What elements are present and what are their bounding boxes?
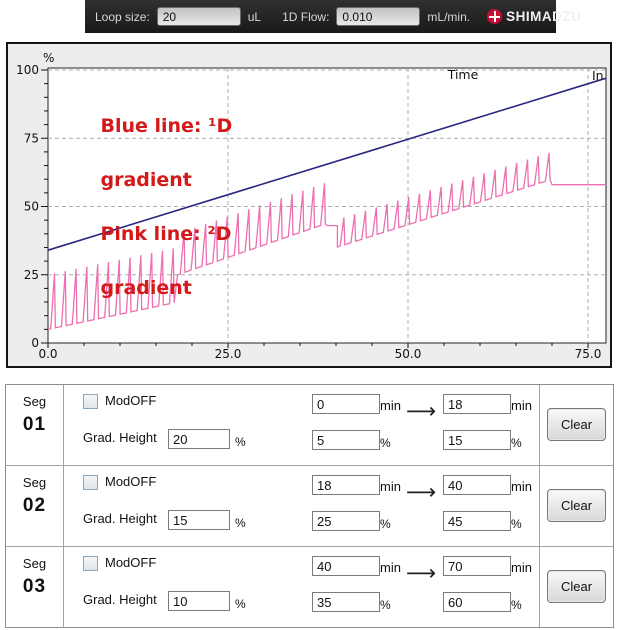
seg-number: 02 xyxy=(22,495,47,516)
annotation-line: Blue line: ¹D xyxy=(100,115,233,137)
time-start-input[interactable] xyxy=(312,556,380,576)
time-start-input[interactable] xyxy=(312,394,380,414)
percent-end-unit: % xyxy=(511,517,522,531)
grad-height-input[interactable] xyxy=(168,510,230,530)
toolbar: Loop size: uL 1D Flow: mL/min. SHIMADZU xyxy=(85,0,581,33)
seg-number: 03 xyxy=(22,576,47,597)
percent-label: % xyxy=(43,51,54,65)
percent-end-input[interactable] xyxy=(443,511,511,531)
divider xyxy=(539,547,540,627)
percent-start-input[interactable] xyxy=(312,592,380,612)
arrow-right-icon: ⟶ xyxy=(405,561,437,585)
time-start-unit: min xyxy=(380,398,401,413)
flow-unit: mL/min. xyxy=(427,9,471,24)
loop-size-label: Loop size: xyxy=(95,9,150,24)
clear-button[interactable]: Clear xyxy=(547,570,606,603)
blue-gradient-line xyxy=(47,77,607,251)
shimadzu-mark-icon xyxy=(487,9,503,24)
x-axis-label: 25.0 xyxy=(215,347,242,361)
segment-id-cell: Seg 03 xyxy=(6,547,64,627)
percent-start-unit: % xyxy=(380,517,391,531)
segment-row: Seg 03 ModOFF Grad. Height % min ⟶ min %… xyxy=(6,547,613,627)
segment-row: Seg 02 ModOFF Grad. Height % min ⟶ min %… xyxy=(6,466,613,547)
gradient-chart: 100 75 50 25 00.0 25.0 50.0 75.0% Time In xyxy=(16,51,607,361)
divider xyxy=(539,385,540,465)
y-axis-label: 75 xyxy=(24,131,39,145)
loop-size-unit: uL xyxy=(247,9,262,24)
percent-end-unit: % xyxy=(511,598,522,612)
x-axis-label: 50.0 xyxy=(395,347,422,361)
time-start-input[interactable] xyxy=(312,475,380,495)
percent-start-unit: % xyxy=(380,436,391,450)
time-end-unit: min xyxy=(511,398,532,413)
loop-size-input[interactable] xyxy=(156,7,241,26)
clear-button[interactable]: Clear xyxy=(547,408,606,441)
segment-id-cell: Seg 02 xyxy=(6,466,64,546)
grad-height-label: Grad. Height xyxy=(83,511,157,526)
shimadzu-logo: SHIMADZU xyxy=(487,9,581,24)
annotation-line: Pink line: ²D xyxy=(100,223,232,245)
percent-start-unit: % xyxy=(380,598,391,612)
gradient-chart-panel: 100 75 50 25 0 0.0 25.0 50.0 75.0% Time In Blue li… xyxy=(6,42,612,368)
modoff-checkbox[interactable] xyxy=(83,394,98,409)
flow-input[interactable] xyxy=(336,7,421,26)
intensity-label: In xyxy=(592,68,604,83)
annotation-line: gradient xyxy=(100,169,192,191)
x-axis-label: 75.0 xyxy=(575,347,602,361)
percent-end-input[interactable] xyxy=(443,430,511,450)
grad-height-label: Grad. Height xyxy=(83,592,157,607)
grad-height-input[interactable] xyxy=(168,429,230,449)
time-end-input[interactable] xyxy=(443,394,511,414)
y-axis-label: 0 xyxy=(31,336,39,350)
arrow-right-icon: ⟶ xyxy=(405,480,437,504)
grad-height-label: Grad. Height xyxy=(83,430,157,445)
modoff-checkbox[interactable] xyxy=(83,475,98,490)
flow-label: 1D Flow: xyxy=(282,9,330,24)
grad-height-unit: % xyxy=(235,597,246,611)
brand-name: SHIMADZU xyxy=(506,9,582,24)
grad-height-unit: % xyxy=(235,435,246,449)
time-end-input[interactable] xyxy=(443,475,511,495)
grad-height-unit: % xyxy=(235,516,246,530)
y-axis-label: 25 xyxy=(24,268,39,282)
modoff-label: ModOFF xyxy=(105,555,157,570)
modoff-label: ModOFF xyxy=(105,393,157,408)
segment-table: Seg 01 ModOFF Grad. Height % min ⟶ min %… xyxy=(5,384,614,628)
time-start-unit: min xyxy=(380,560,401,575)
percent-end-input[interactable] xyxy=(443,592,511,612)
time-start-unit: min xyxy=(380,479,401,494)
grad-height-input[interactable] xyxy=(168,591,230,611)
divider xyxy=(539,466,540,546)
clear-button[interactable]: Clear xyxy=(547,489,606,522)
modoff-label: ModOFF xyxy=(105,474,157,489)
y-axis-label: 50 xyxy=(24,200,39,214)
seg-label: Seg xyxy=(22,394,47,409)
seg-number: 01 xyxy=(22,414,47,435)
segment-id-cell: Seg 01 xyxy=(6,385,64,465)
pink-gradient-line xyxy=(47,152,606,331)
percent-start-input[interactable] xyxy=(312,430,380,450)
time-label: Time xyxy=(447,67,479,82)
percent-end-unit: % xyxy=(511,436,522,450)
time-end-input[interactable] xyxy=(443,556,511,576)
time-end-unit: min xyxy=(511,560,532,575)
arrow-right-icon: ⟶ xyxy=(405,399,437,423)
percent-start-input[interactable] xyxy=(312,511,380,531)
y-axis-label: 100 xyxy=(16,63,39,77)
seg-label: Seg xyxy=(22,556,47,571)
time-end-unit: min xyxy=(511,479,532,494)
chart-annotation: Blue line: ¹D gradient Pink line: ²D gra… xyxy=(74,86,232,329)
modoff-checkbox[interactable] xyxy=(83,556,98,571)
seg-label: Seg xyxy=(22,475,47,490)
annotation-line: gradient xyxy=(100,277,192,299)
segment-row: Seg 01 ModOFF Grad. Height % min ⟶ min %… xyxy=(6,385,613,466)
x-axis-label: 0.0 xyxy=(38,347,57,361)
